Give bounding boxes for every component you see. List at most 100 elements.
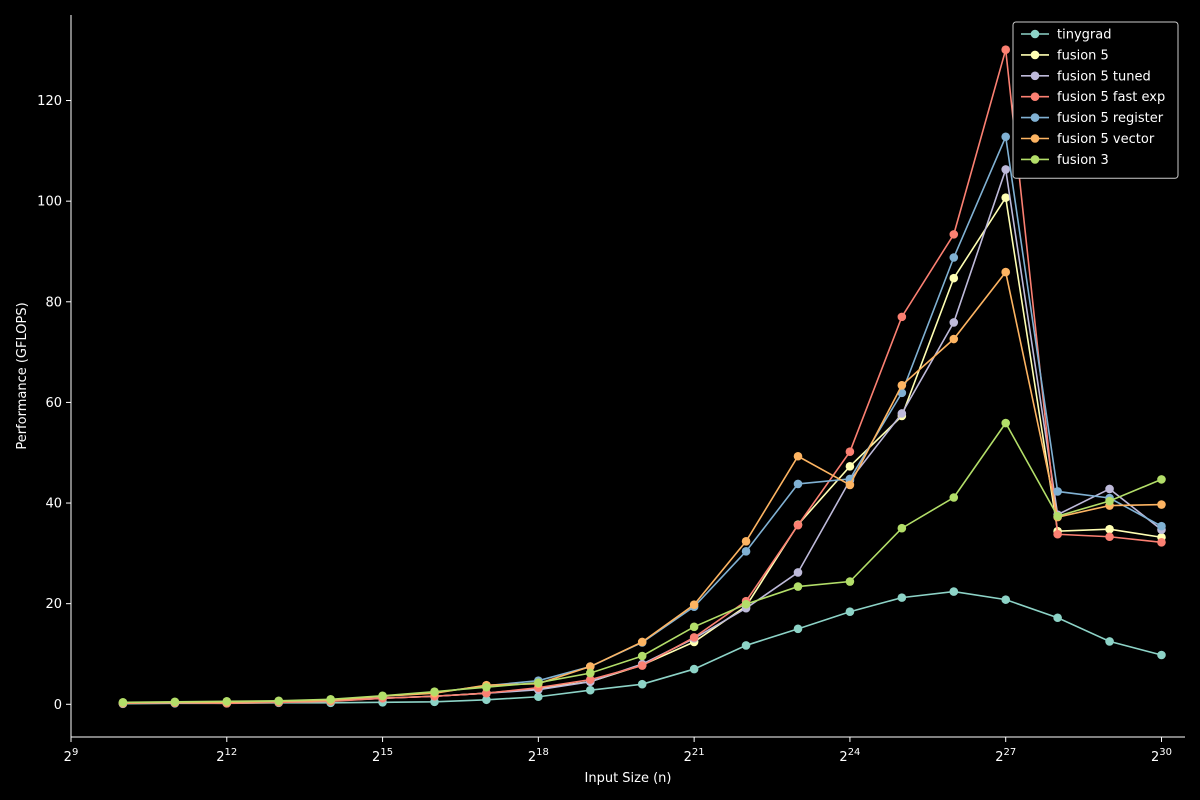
data-point-fusion-5-tuned xyxy=(793,568,803,577)
data-point-fusion-5-fast-exp xyxy=(1053,529,1062,539)
data-point-fusion-5-tuned xyxy=(897,409,907,418)
data-point-fusion-5-vector xyxy=(949,334,959,344)
y-tick-label: 80 xyxy=(45,295,62,310)
data-point-tinygrad xyxy=(637,679,647,689)
legend-entry: fusion 5 xyxy=(1021,48,1109,63)
data-point-tinygrad xyxy=(1105,637,1114,646)
data-point-fusion-5-fast-exp xyxy=(845,447,855,457)
x-tick-label: 215 xyxy=(372,747,393,765)
x-axis-label: Input Size (n) xyxy=(585,771,672,786)
legend-entry: fusion 5 fast exp xyxy=(1021,90,1165,105)
legend-swatch-marker xyxy=(1030,29,1040,39)
data-point-fusion-3 xyxy=(534,678,543,687)
y-tick-label: 60 xyxy=(45,396,62,411)
legend-swatch-marker xyxy=(1030,113,1040,122)
data-point-tinygrad xyxy=(897,593,907,602)
data-point-fusion-3 xyxy=(845,577,855,586)
legend-label: fusion 5 vector xyxy=(1057,132,1155,147)
data-point-fusion-3 xyxy=(585,668,595,678)
y-tick-label: 20 xyxy=(45,597,62,612)
y-tick-label: 100 xyxy=(37,195,62,210)
data-point-tinygrad xyxy=(741,641,751,650)
data-point-fusion-5-fast-exp xyxy=(585,675,595,684)
data-point-fusion-5-vector xyxy=(689,600,699,609)
data-point-fusion-5-tuned xyxy=(949,318,959,327)
data-point-fusion-3 xyxy=(793,582,803,591)
series-tinygrad xyxy=(118,587,1166,709)
x-tick-label: 227 xyxy=(995,747,1016,765)
series-line-fusion-5-fast-exp xyxy=(122,49,1162,705)
data-point-tinygrad xyxy=(1001,595,1011,604)
legend-swatch-marker xyxy=(1030,134,1040,143)
data-point-fusion-5-register xyxy=(741,547,751,556)
data-point-fusion-3 xyxy=(482,682,491,692)
legend-swatch-marker xyxy=(1030,71,1040,81)
data-point-tinygrad xyxy=(689,664,699,674)
data-point-fusion-5-register xyxy=(1157,521,1166,531)
data-point-fusion-5-fast-exp xyxy=(793,520,803,530)
data-point-fusion-5 xyxy=(1001,193,1011,202)
data-point-fusion-5-vector xyxy=(585,662,595,671)
data-point-fusion-5 xyxy=(949,273,959,283)
legend: tinygrad fusion 5 fusion 5 tuned fusion 5 f… xyxy=(1012,21,1179,179)
legend-box xyxy=(1012,21,1179,179)
data-point-fusion-3 xyxy=(949,493,959,502)
data-point-fusion-5-fast-exp xyxy=(949,230,959,239)
data-point-fusion-5-fast-exp xyxy=(1001,45,1011,55)
series-fusion-5-tuned xyxy=(118,165,1166,708)
data-point-fusion-3 xyxy=(637,651,647,661)
data-point-fusion-3 xyxy=(222,696,232,706)
legend-label: tinygrad xyxy=(1057,28,1111,43)
legend-entry: tinygrad xyxy=(1021,28,1111,43)
data-point-fusion-5-register xyxy=(949,253,959,262)
y-axis-label: Performance (GFLOPS) xyxy=(15,302,30,449)
data-point-fusion-3 xyxy=(741,599,751,609)
data-point-fusion-3 xyxy=(430,687,439,697)
data-point-tinygrad xyxy=(1053,613,1062,623)
series-fusion-5-vector xyxy=(118,267,1166,708)
data-point-fusion-5-tuned xyxy=(1105,484,1114,494)
legend-entry: fusion 3 xyxy=(1021,153,1109,168)
data-point-fusion-5-vector xyxy=(637,637,647,647)
series-fusion-3 xyxy=(118,418,1166,707)
data-point-fusion-5 xyxy=(1105,524,1114,534)
data-point-fusion-3 xyxy=(897,523,907,533)
legend-entry: fusion 5 vector xyxy=(1021,132,1155,147)
legend-label: fusion 5 xyxy=(1057,48,1109,63)
legend-entry: fusion 5 register xyxy=(1021,111,1164,126)
data-point-fusion-5-fast-exp xyxy=(637,661,647,670)
axes: 29 212 215 218 221 224 227 230 0 20 40 60 80 100 120 xyxy=(37,15,1185,765)
data-point-fusion-5-register xyxy=(1053,487,1062,496)
y-tick-label: 120 xyxy=(37,94,62,109)
data-point-fusion-3 xyxy=(1157,475,1166,484)
data-point-tinygrad xyxy=(845,607,855,617)
data-point-fusion-3 xyxy=(170,697,180,707)
data-point-fusion-5-fast-exp xyxy=(897,312,907,322)
series-line-fusion-5-tuned xyxy=(122,169,1162,705)
data-point-fusion-5-register xyxy=(1001,132,1011,142)
data-point-fusion-3 xyxy=(274,696,284,706)
data-point-fusion-5-vector xyxy=(793,451,803,461)
data-point-tinygrad xyxy=(949,587,959,596)
data-point-fusion-5-vector xyxy=(1157,500,1166,509)
series-layer xyxy=(118,45,1166,709)
legend-swatch-marker xyxy=(1030,92,1040,101)
legend-swatch-marker xyxy=(1030,50,1040,60)
data-point-fusion-5-fast-exp xyxy=(1105,532,1114,542)
data-point-fusion-5-vector xyxy=(1001,267,1011,277)
data-point-fusion-5-tuned xyxy=(1001,165,1011,174)
data-point-fusion-5 xyxy=(845,462,855,471)
data-point-fusion-5-register xyxy=(793,479,803,489)
data-point-fusion-5-vector xyxy=(897,381,907,390)
data-point-fusion-3 xyxy=(118,697,128,707)
legend-label: fusion 5 register xyxy=(1057,111,1164,126)
data-point-tinygrad xyxy=(1157,650,1166,660)
data-point-fusion-3 xyxy=(689,622,699,632)
series-fusion-5-fast-exp xyxy=(118,45,1166,708)
data-point-fusion-5-vector xyxy=(741,536,751,546)
x-tick-label: 212 xyxy=(216,747,237,765)
legend-label: fusion 5 fast exp xyxy=(1057,90,1165,105)
y-tick-label: 0 xyxy=(54,698,62,713)
data-point-tinygrad xyxy=(482,695,491,705)
